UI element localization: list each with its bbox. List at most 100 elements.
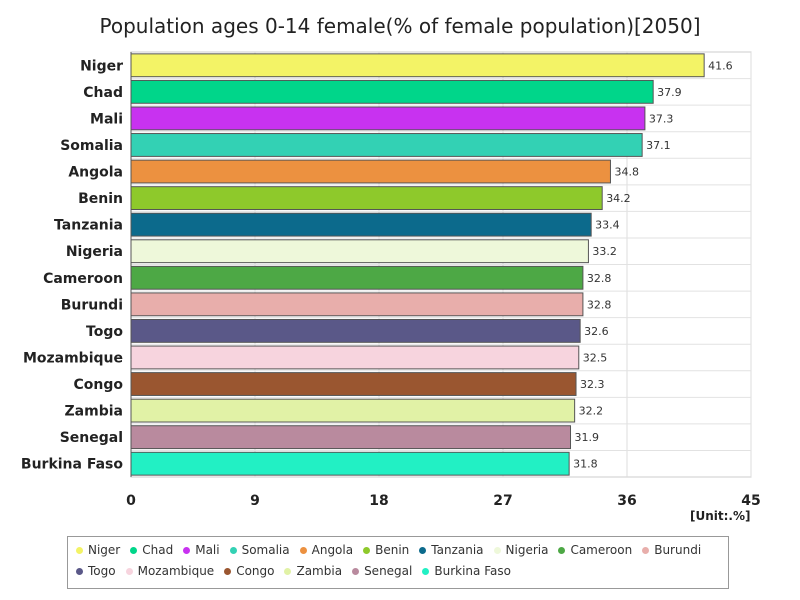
value-label: 34.2 xyxy=(606,192,631,205)
legend-label: Congo xyxy=(236,564,275,578)
legend-items: Niger Chad Mali Somalia Angola Benin Tanzania N… xyxy=(76,542,720,579)
value-label: 33.2 xyxy=(592,245,617,258)
legend-label: Zambia xyxy=(296,564,343,578)
legend-swatch xyxy=(352,567,360,575)
legend-item: Niger xyxy=(76,542,120,558)
legend-label: Niger xyxy=(88,543,121,557)
legend-label: Mozambique xyxy=(137,564,215,578)
value-label: 37.1 xyxy=(646,139,671,152)
category-label: Zambia xyxy=(65,404,123,420)
category-label: Cameroon xyxy=(43,271,123,287)
legend-item: Tanzania xyxy=(419,542,484,558)
category-label: Congo xyxy=(74,377,124,393)
value-label: 33.4 xyxy=(595,219,620,232)
x-tick-label: 27 xyxy=(493,493,512,509)
legend-item: Mali xyxy=(183,542,220,558)
x-tick-label: 18 xyxy=(369,493,388,509)
bar xyxy=(130,451,570,476)
value-label: 32.5 xyxy=(583,351,608,364)
legend-swatch xyxy=(558,546,566,554)
unit-label: [Unit:.%] xyxy=(690,509,751,523)
value-label: 31.8 xyxy=(573,458,598,471)
value-label: 32.6 xyxy=(584,325,609,338)
bar xyxy=(130,372,577,396)
legend-label: Senegal xyxy=(364,564,413,578)
x-tick-label: 9 xyxy=(250,493,260,509)
legend-item: Senegal xyxy=(352,563,412,579)
bar xyxy=(130,212,592,237)
category-label: Niger xyxy=(80,58,123,74)
value-label: 31.9 xyxy=(575,431,600,444)
category-label: Angola xyxy=(68,165,123,181)
legend-swatch xyxy=(363,546,371,554)
bar xyxy=(130,292,584,317)
legend-item: Angola xyxy=(299,542,354,558)
category-label: Mozambique xyxy=(23,350,123,366)
category-label: Burkina Faso xyxy=(21,457,123,473)
bar xyxy=(130,318,581,343)
legend-swatch xyxy=(493,546,501,554)
legend-label: Somalia xyxy=(241,543,290,557)
bar xyxy=(130,425,572,450)
value-label: 32.8 xyxy=(587,298,612,311)
bar xyxy=(130,265,584,290)
legend-swatch xyxy=(284,567,292,575)
legend-item: Somalia xyxy=(229,542,290,558)
value-label: 37.3 xyxy=(649,112,674,125)
legend-label: Burundi xyxy=(654,543,702,557)
legend-label: Angola xyxy=(311,543,354,557)
bar xyxy=(130,79,654,104)
category-label: Chad xyxy=(83,85,123,101)
legend-swatch xyxy=(299,546,307,554)
value-label: 32.8 xyxy=(587,272,612,285)
category-label: Mali xyxy=(90,111,123,127)
legend-item: Burkina Faso xyxy=(422,563,511,579)
bar xyxy=(130,186,603,211)
value-label: 37.9 xyxy=(657,86,682,99)
bar xyxy=(130,53,705,78)
legend-item: Mozambique xyxy=(125,563,215,579)
legend-swatch xyxy=(183,546,191,554)
value-label: 34.8 xyxy=(614,166,639,179)
legend-swatch xyxy=(422,567,430,575)
legend-swatch xyxy=(642,546,650,554)
legend-item: Benin xyxy=(363,542,409,558)
legend-swatch xyxy=(224,567,232,575)
legend-label: Chad xyxy=(142,543,174,557)
category-label: Senegal xyxy=(60,430,123,446)
legend-label: Nigeria xyxy=(505,543,549,557)
legend-label: Benin xyxy=(375,543,410,557)
value-label: 41.6 xyxy=(708,59,733,72)
legend-item: Burundi xyxy=(642,542,701,558)
bar xyxy=(130,106,646,131)
category-label: Togo xyxy=(86,324,123,340)
category-label: Benin xyxy=(78,191,123,207)
category-label: Somalia xyxy=(60,138,123,154)
x-tick-label: 0 xyxy=(126,493,136,509)
category-label: Tanzania xyxy=(54,218,123,234)
legend-swatch xyxy=(76,567,83,575)
legend-swatch xyxy=(130,546,138,554)
bar xyxy=(130,345,580,370)
category-label: Burundi xyxy=(61,297,123,313)
value-label: 32.3 xyxy=(580,378,605,391)
legend-item: Zambia xyxy=(284,563,342,579)
x-tick-label: 36 xyxy=(617,493,636,509)
chart-title: Population ages 0-14 female(% of female … xyxy=(99,14,701,38)
legend-swatch xyxy=(125,567,133,575)
x-tick-label: 45 xyxy=(741,493,760,509)
legend-item: Togo xyxy=(76,563,116,579)
value-label: 32.2 xyxy=(579,405,604,418)
bar xyxy=(130,398,576,423)
legend-label: Togo xyxy=(88,564,116,578)
category-label: Nigeria xyxy=(66,244,123,260)
legend-label: Burkina Faso xyxy=(434,564,511,578)
legend-item: Congo xyxy=(224,563,274,579)
legend-swatch xyxy=(419,546,427,554)
legend-label: Mali xyxy=(195,543,220,557)
legend-label: Tanzania xyxy=(431,543,484,557)
legend-item: Chad xyxy=(130,542,173,558)
legend: Niger Chad Mali Somalia Angola Benin Tanzania N… xyxy=(67,536,729,589)
bar xyxy=(130,239,589,264)
